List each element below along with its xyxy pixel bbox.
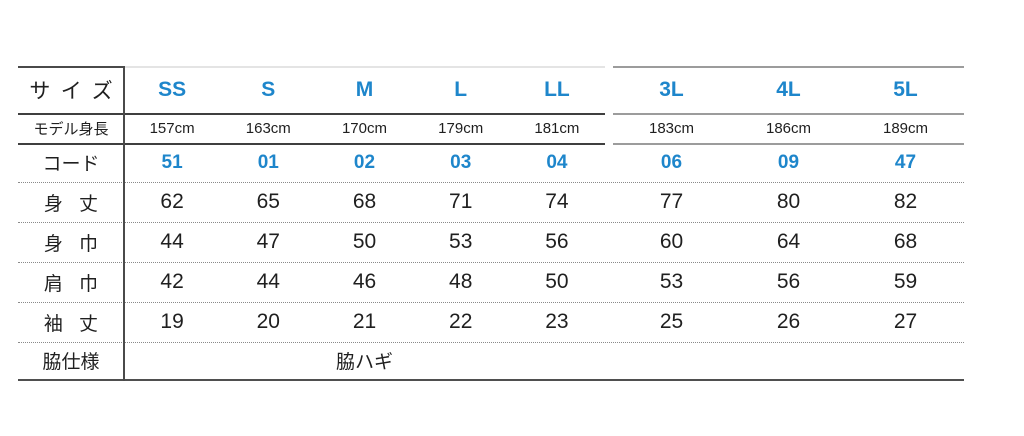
shoulder-width-cell: 46: [352, 270, 377, 293]
dotted-divider: [18, 342, 964, 343]
row-label-model-height: モデル身長: [33, 120, 109, 138]
body-width-cell: 56: [545, 230, 569, 253]
row-label-code: コード: [42, 154, 100, 175]
size-column-header: LL: [544, 77, 570, 101]
model-height-cell: 179cm: [438, 119, 484, 137]
shoulder-width-cell: 53: [659, 270, 684, 293]
dotted-divider: [18, 302, 964, 303]
shoulder-width-cell: 59: [893, 270, 918, 293]
row-label-body-width: 身巾: [43, 233, 115, 255]
model-height-underline-left: [18, 143, 605, 145]
sleeve-length-cell: 25: [659, 310, 684, 333]
model-height-cell: 181cm: [534, 119, 580, 137]
corner-header-size: サイズ: [29, 79, 124, 103]
model-height-cell: 157cm: [149, 119, 195, 137]
code-cell: 03: [450, 151, 472, 173]
sleeve-length-cell: 23: [545, 310, 569, 333]
code-cell: 06: [660, 151, 683, 173]
top-border-left-segment: [123, 66, 605, 68]
size-column-header: 4L: [776, 77, 801, 101]
body-width-cell: 64: [776, 230, 801, 253]
row-label-sleeve-length: 袖丈: [43, 313, 115, 335]
shoulder-width-cell: 50: [545, 270, 569, 293]
body-length-cell: 68: [352, 190, 377, 213]
code-cell: 09: [777, 151, 800, 173]
size-column-header: 5L: [893, 77, 918, 101]
model-height-cell: 183cm: [648, 119, 695, 137]
body-length-cell: 71: [449, 190, 473, 213]
sleeve-length-cell: 22: [449, 310, 473, 333]
shoulder-width-cell: 56: [776, 270, 801, 293]
code-cell: 51: [161, 151, 183, 173]
model-height-underline-right: [613, 143, 964, 145]
row-label-side-seam: 脇仕様: [42, 352, 100, 373]
header-underline-left: [18, 113, 605, 115]
code-cell: 01: [257, 151, 279, 173]
dotted-divider: [18, 182, 964, 183]
top-border-label-segment: [18, 66, 123, 68]
model-height-cell: 189cm: [882, 119, 929, 137]
sleeve-length-cell: 21: [352, 310, 377, 333]
size-column-header: S: [261, 77, 276, 101]
body-length-cell: 82: [893, 190, 918, 213]
size-table-main: サイズ SS S M L LL モデル身長 157cm 163cm 170cm …: [18, 66, 605, 379]
body-length-cell: 65: [256, 190, 280, 213]
body-length-cell: 62: [160, 190, 184, 213]
shoulder-width-cell: 42: [160, 270, 184, 293]
size-column-header: M: [355, 77, 374, 101]
sleeve-length-cell: 20: [256, 310, 280, 333]
sleeve-length-cell: 26: [776, 310, 801, 333]
body-width-cell: 60: [659, 230, 684, 253]
top-border-right-segment: [613, 66, 964, 68]
sleeve-length-cell: 19: [160, 310, 184, 333]
body-width-cell: 50: [352, 230, 377, 253]
header-underline-right: [613, 113, 964, 115]
model-height-cell: 186cm: [765, 119, 812, 137]
model-height-cell: 163cm: [245, 119, 291, 137]
size-column-header: SS: [158, 77, 187, 101]
body-length-cell: 77: [659, 190, 684, 213]
row-label-shoulder-width: 肩巾: [43, 273, 115, 295]
size-table-extended: 3L 4L 5L 183cm 186cm 189cm 06 09 47 77 8…: [613, 66, 964, 379]
shoulder-width-cell: 44: [256, 270, 280, 293]
body-width-cell: 44: [160, 230, 184, 253]
dotted-divider: [18, 262, 964, 263]
body-length-cell: 80: [776, 190, 801, 213]
shoulder-width-cell: 48: [449, 270, 473, 293]
label-column-divider: [123, 66, 125, 381]
size-column-header: L: [454, 77, 468, 101]
dotted-divider: [18, 222, 964, 223]
row-label-body-length: 身丈: [43, 193, 115, 215]
body-width-cell: 53: [449, 230, 473, 253]
model-height-cell: 170cm: [341, 119, 387, 137]
code-cell: 02: [353, 151, 376, 173]
code-cell: 47: [894, 151, 917, 173]
body-length-cell: 74: [545, 190, 569, 213]
side-seam-value: 脇ハギ: [335, 352, 393, 373]
size-column-header: 3L: [659, 77, 684, 101]
body-width-cell: 68: [893, 230, 918, 253]
body-width-cell: 47: [256, 230, 280, 253]
bottom-border: [18, 379, 964, 381]
code-cell: 04: [546, 151, 568, 173]
sleeve-length-cell: 27: [893, 310, 918, 333]
